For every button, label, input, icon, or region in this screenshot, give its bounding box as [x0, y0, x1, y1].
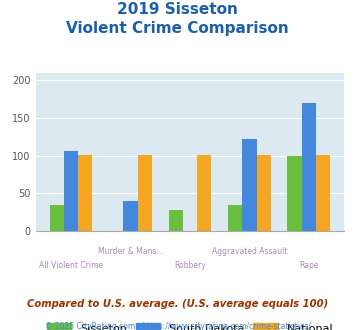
Text: All Violent Crime: All Violent Crime: [39, 261, 103, 270]
Bar: [302, 103, 316, 231]
Text: Murder & Mans...: Murder & Mans...: [98, 248, 163, 256]
Bar: [78, 155, 92, 231]
Text: Aggravated Assault: Aggravated Assault: [212, 248, 287, 256]
Bar: [242, 139, 257, 231]
Bar: [138, 155, 152, 231]
Bar: [228, 205, 242, 231]
Bar: [257, 155, 271, 231]
Text: Violent Crime Comparison: Violent Crime Comparison: [66, 21, 289, 36]
Text: Rape: Rape: [299, 261, 319, 270]
Text: Robbery: Robbery: [174, 261, 206, 270]
Bar: [197, 155, 211, 231]
Legend: Sisseton, South Dakota, National: Sisseton, South Dakota, National: [42, 319, 338, 330]
Text: Compared to U.S. average. (U.S. average equals 100): Compared to U.S. average. (U.S. average …: [27, 299, 328, 309]
Text: © 2025 CityRating.com - https://www.cityrating.com/crime-statistics/: © 2025 CityRating.com - https://www.city…: [45, 322, 310, 330]
Bar: [169, 210, 183, 231]
Text: 2019 Sisseton: 2019 Sisseton: [117, 2, 238, 16]
Bar: [288, 156, 302, 231]
Bar: [50, 205, 64, 231]
Bar: [316, 155, 330, 231]
Bar: [64, 151, 78, 231]
Bar: [123, 201, 138, 231]
